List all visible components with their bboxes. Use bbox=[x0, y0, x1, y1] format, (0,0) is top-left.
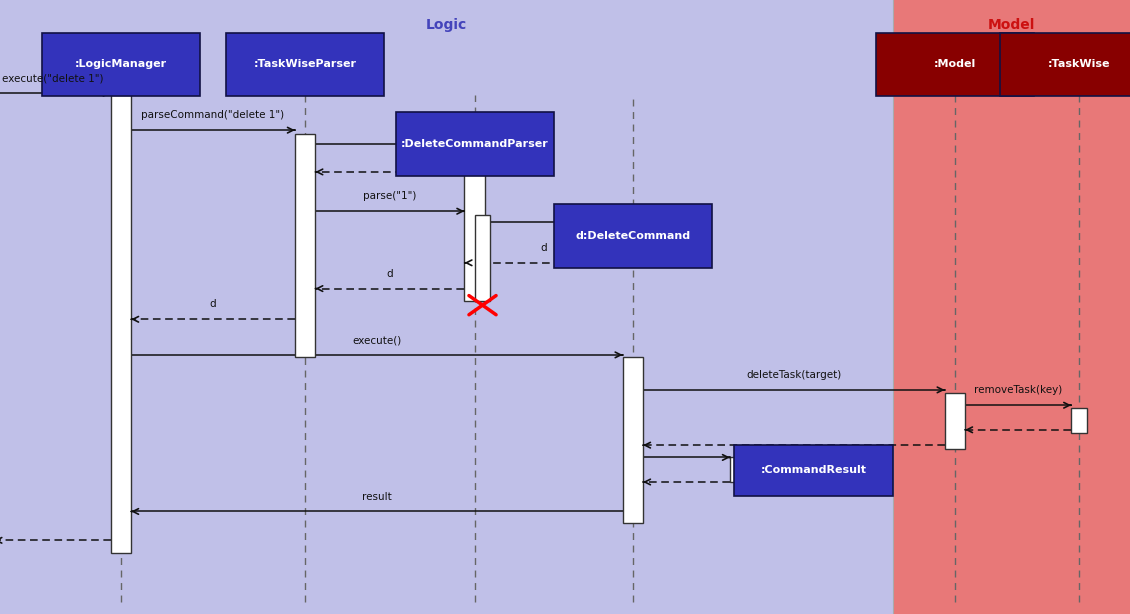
Text: :CommandResult: :CommandResult bbox=[760, 465, 867, 475]
Text: d:DeleteCommand: d:DeleteCommand bbox=[575, 231, 690, 241]
Text: d: d bbox=[540, 243, 547, 253]
Text: parse("1"): parse("1") bbox=[363, 192, 417, 201]
Bar bbox=[0, 0, 893, 614]
Text: Logic: Logic bbox=[426, 18, 467, 33]
Text: :Model: :Model bbox=[933, 60, 976, 69]
Bar bbox=[730, 457, 746, 482]
FancyBboxPatch shape bbox=[42, 33, 200, 96]
Text: :DeleteCommandParser: :DeleteCommandParser bbox=[401, 139, 548, 149]
FancyBboxPatch shape bbox=[396, 112, 554, 176]
FancyBboxPatch shape bbox=[734, 445, 893, 496]
Bar bbox=[475, 215, 490, 301]
Bar bbox=[464, 146, 485, 301]
Text: result: result bbox=[362, 492, 392, 502]
Bar bbox=[1071, 408, 1087, 433]
Text: d: d bbox=[210, 300, 216, 309]
Bar bbox=[893, 0, 1130, 614]
Text: d: d bbox=[386, 269, 393, 279]
FancyBboxPatch shape bbox=[226, 33, 384, 96]
Text: deleteTask(target): deleteTask(target) bbox=[746, 370, 842, 380]
Text: removeTask(key): removeTask(key) bbox=[974, 386, 1062, 395]
Text: :TaskWiseParser: :TaskWiseParser bbox=[253, 60, 357, 69]
Text: Model: Model bbox=[988, 18, 1035, 33]
Bar bbox=[111, 95, 131, 553]
FancyBboxPatch shape bbox=[1000, 33, 1130, 96]
Text: :TaskWise: :TaskWise bbox=[1048, 60, 1111, 69]
Text: parseCommand("delete 1"): parseCommand("delete 1") bbox=[141, 111, 285, 120]
Text: execute(): execute() bbox=[353, 335, 401, 345]
FancyBboxPatch shape bbox=[876, 33, 1034, 96]
Bar bbox=[295, 134, 315, 357]
Bar bbox=[945, 393, 965, 449]
Text: :LogicManager: :LogicManager bbox=[75, 60, 167, 69]
Text: execute("delete 1"): execute("delete 1") bbox=[2, 74, 103, 84]
FancyBboxPatch shape bbox=[554, 204, 712, 268]
Bar bbox=[623, 357, 643, 523]
